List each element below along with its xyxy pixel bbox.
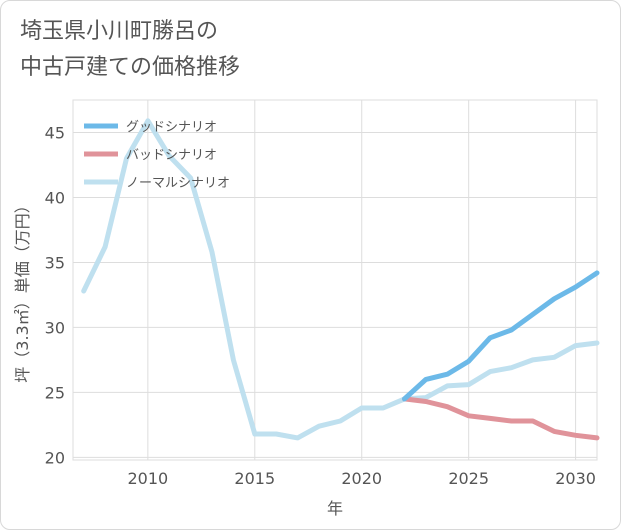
series-line-0 [402,270,600,402]
y-tick-label: 35 [45,253,65,272]
x-axis-title: 年 [327,499,343,518]
x-tick-label: 2010 [127,469,168,488]
legend-label-0: グッドシナリオ [126,120,217,135]
y-axis-title: 坪（3.3㎡）単価（万円） [13,197,32,382]
y-tick-label: 40 [45,188,65,207]
plot-area-border [72,99,598,461]
y-tick-labels: 20 25 30 35 40 45 [45,123,65,467]
y-tick-label: 45 [45,123,65,142]
y-tick-label: 30 [45,318,65,337]
chart-title-line-2: 中古戸建ての価格推移 [20,55,241,80]
x-tick-label: 2015 [234,469,275,488]
y-tick-label: 20 [45,448,65,467]
series-lines [81,118,600,441]
x-tick-label: 2030 [555,469,596,488]
x-tick-labels: 2010 2015 2020 2025 2030 [127,469,595,488]
legend-label-1: バッドシナリオ [126,148,217,163]
chart-title-line-1: 埼玉県小川町勝呂の [20,19,219,44]
legend-label-2: ノーマルシナリオ [126,176,230,191]
grid-lines [72,99,598,461]
y-tick-label: 25 [45,383,65,402]
x-tick-label: 2020 [341,469,382,488]
series-line-1 [402,396,600,441]
series-line-2 [81,118,600,441]
x-tick-label: 2025 [448,469,489,488]
chart-title: 埼玉県小川町勝呂の 中古戸建ての価格推移 [20,14,240,86]
